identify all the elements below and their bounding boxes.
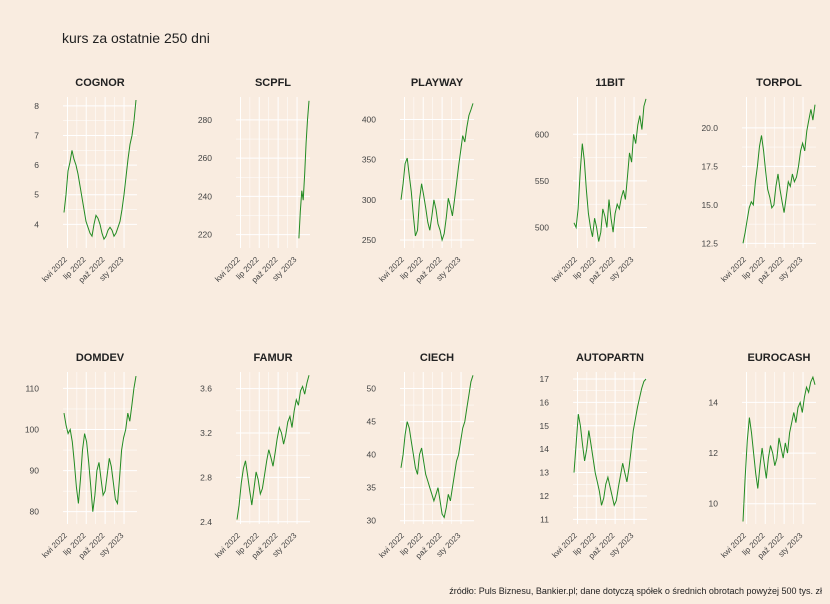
y-tick-label: 13 bbox=[540, 468, 550, 478]
y-tick-label: 14 bbox=[540, 444, 550, 454]
y-tick-label: 600 bbox=[535, 129, 549, 139]
source-caption: źródło: Puls Biznesu, Bankier.pl; dane d… bbox=[449, 586, 822, 596]
panel-title: CIECH bbox=[420, 352, 454, 364]
y-tick-label: 17 bbox=[540, 374, 550, 384]
y-tick-label: 30 bbox=[367, 516, 377, 526]
price-line bbox=[742, 104, 816, 244]
y-tick-label: 3.2 bbox=[200, 428, 212, 438]
y-tick-label: 260 bbox=[198, 153, 212, 163]
y-tick-label: 400 bbox=[362, 114, 376, 124]
price-line bbox=[400, 375, 474, 519]
y-tick-label: 12.5 bbox=[701, 238, 718, 248]
y-tick-label: 14 bbox=[709, 397, 719, 407]
y-tick-label: 300 bbox=[362, 195, 376, 205]
y-tick-label: 15 bbox=[540, 421, 550, 431]
y-tick-label: 8 bbox=[34, 101, 39, 111]
y-tick-label: 35 bbox=[367, 483, 377, 493]
y-tick-label: 40 bbox=[367, 450, 377, 460]
y-tick-label: 100 bbox=[25, 425, 39, 435]
price-line bbox=[742, 375, 816, 522]
y-tick-label: 550 bbox=[535, 176, 549, 186]
y-tick-label: 11 bbox=[540, 514, 549, 524]
y-tick-label: 16 bbox=[540, 397, 550, 407]
price-line bbox=[573, 378, 647, 507]
y-tick-label: 7 bbox=[34, 130, 39, 140]
y-tick-label: 4 bbox=[34, 219, 39, 229]
y-tick-label: 5 bbox=[34, 190, 39, 200]
panel-title: SCPFL bbox=[255, 77, 291, 89]
price-line bbox=[400, 103, 474, 242]
panel-title: TORPOL bbox=[756, 77, 802, 89]
panel-title: PLAYWAY bbox=[411, 77, 464, 89]
panel-title: AUTOPARTN bbox=[576, 352, 644, 364]
price-line bbox=[63, 99, 137, 241]
y-tick-label: 80 bbox=[30, 507, 40, 517]
y-tick-label: 280 bbox=[198, 115, 212, 125]
y-tick-label: 350 bbox=[362, 155, 376, 165]
y-tick-label: 50 bbox=[367, 384, 377, 394]
chart-title: kurs za ostatnie 250 dni bbox=[62, 30, 210, 46]
y-tick-label: 10 bbox=[709, 499, 719, 509]
y-tick-label: 12 bbox=[709, 448, 719, 458]
y-tick-label: 6 bbox=[34, 160, 39, 170]
y-tick-label: 15.0 bbox=[701, 200, 718, 210]
y-tick-label: 2.4 bbox=[200, 517, 212, 527]
y-tick-label: 220 bbox=[198, 230, 212, 240]
y-tick-label: 90 bbox=[30, 466, 40, 476]
price-line bbox=[63, 376, 137, 512]
panel-title: 11BIT bbox=[595, 77, 625, 89]
y-tick-label: 20.0 bbox=[701, 123, 718, 133]
y-tick-label: 500 bbox=[535, 222, 549, 232]
panel-title: DOMDEV bbox=[76, 352, 125, 364]
y-tick-label: 2.8 bbox=[200, 472, 212, 482]
y-tick-label: 3.6 bbox=[200, 384, 212, 394]
y-tick-label: 110 bbox=[25, 383, 39, 393]
panel-title: EUROCASH bbox=[748, 352, 811, 364]
y-tick-label: 45 bbox=[367, 417, 377, 427]
panel-title: FAMUR bbox=[253, 352, 292, 364]
y-tick-label: 240 bbox=[198, 191, 212, 201]
panel-title: COGNOR bbox=[75, 77, 125, 89]
y-tick-label: 17.5 bbox=[701, 161, 718, 171]
y-tick-label: 250 bbox=[362, 235, 376, 245]
price-line bbox=[236, 375, 310, 520]
price-line bbox=[298, 100, 310, 239]
price-line bbox=[573, 98, 647, 242]
y-tick-label: 12 bbox=[540, 491, 550, 501]
